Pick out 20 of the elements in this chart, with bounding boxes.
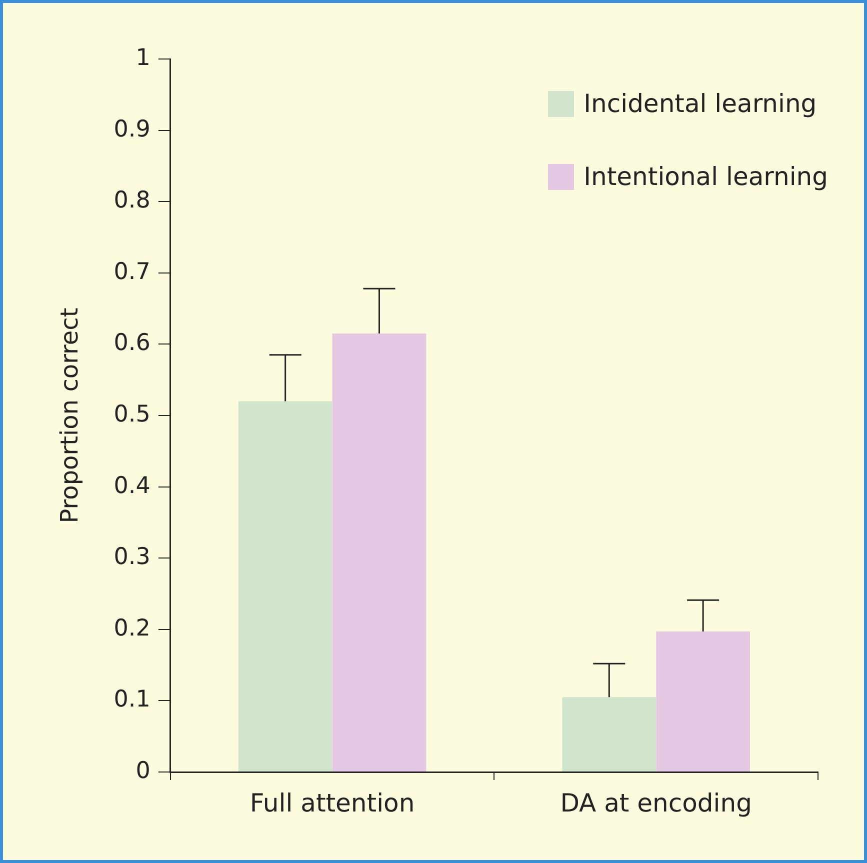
y-tick-label: 0.2 [114,615,150,642]
y-tick-label: 0.9 [114,116,150,142]
bar [656,632,750,772]
legend-label: Incidental learning [584,89,817,118]
y-tick-label: 1 [136,44,150,71]
y-tick-label: 0.6 [114,330,150,356]
x-tick-label: DA at encoding [560,788,752,818]
y-axis-title: Proportion correct [56,308,84,524]
y-tick-label: 0.1 [114,686,150,713]
bar [238,401,332,772]
y-tick-label: 0.8 [114,188,150,214]
y-tick-label: 0.3 [114,544,150,570]
x-tick-label: Full attention [250,788,415,818]
bar [332,334,426,772]
y-tick-label: 0.4 [114,472,150,499]
y-tick-label: 0.7 [114,258,150,285]
y-tick-label: 0.5 [114,401,150,428]
bar [562,697,656,772]
legend-label: Intentional learning [584,162,828,191]
y-tick-label: 0 [136,758,150,784]
